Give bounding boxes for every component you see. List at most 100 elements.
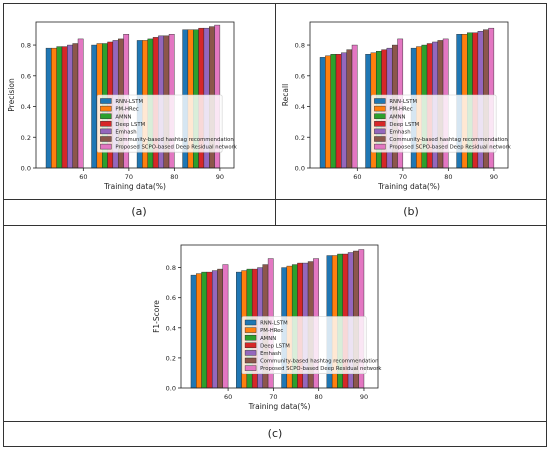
- bar-1-4-0: [341, 52, 347, 169]
- legend-entry: PM-HRec: [115, 107, 138, 113]
- legend-swatch: [244, 319, 257, 326]
- bar-2-1-0: [196, 273, 202, 389]
- bar-2-4-0: [211, 270, 218, 389]
- y-tick-label: 0.0: [21, 165, 31, 173]
- bar-1-1-0: [325, 55, 331, 169]
- legend-entry: Proposed SCPO-based Deep Residual networ…: [389, 145, 511, 151]
- legend-swatch: [244, 335, 257, 341]
- legend-entry: AMNN: [389, 114, 405, 120]
- bar-0-5-0: [72, 43, 79, 169]
- legend-swatch: [244, 327, 257, 333]
- y-tick-label: 0.8: [295, 42, 305, 50]
- x-tick-label: 60: [224, 393, 232, 401]
- legend-swatch: [244, 350, 257, 356]
- x-tick-label: 60: [79, 173, 87, 181]
- x-axis-label: Training data(%): [377, 182, 440, 191]
- y-tick-label: 0.4: [166, 324, 176, 332]
- legend-entry: PM-HRec: [389, 107, 412, 113]
- legend-swatch: [374, 98, 386, 104]
- y-tick-label: 0.4: [21, 103, 31, 111]
- legend-swatch: [100, 143, 112, 150]
- legend-swatch: [244, 342, 257, 348]
- y-tick-label: 0.0: [295, 165, 305, 173]
- y-tick-label: 0.4: [295, 103, 305, 111]
- chart-panel-f1-score: 0.0 0.2 0.4 0.6 0.8 60 70 80 90 Training data(%) F…: [152, 244, 382, 411]
- legend-swatch: [374, 128, 386, 135]
- x-tick-label: 70: [125, 173, 133, 181]
- legend-entry: Community-based hashtag recommendation: [115, 137, 233, 143]
- plot-area: [180, 244, 379, 389]
- x-tick-label: 80: [170, 173, 178, 181]
- legend-entry: Deep LSTM: [115, 122, 145, 128]
- y-axis-label: Recall: [281, 84, 290, 106]
- legend-entry: PM-HRec: [260, 328, 283, 334]
- x-tick-label: 90: [216, 173, 224, 181]
- bar-2-5-0: [217, 268, 224, 389]
- legend-swatch: [100, 113, 112, 119]
- bar-0-0-0: [45, 47, 52, 169]
- y-tick-label: 0.0: [166, 385, 176, 393]
- y-tick-label: 0.2: [295, 134, 305, 142]
- y-tick-label: 0.8: [166, 264, 176, 272]
- bar-1-2-0: [330, 54, 337, 169]
- bar-1-0-0: [319, 57, 326, 169]
- legend-swatch: [244, 365, 257, 371]
- legend-entry: RNN-LSTM: [389, 99, 417, 105]
- legend-entry: Community-based hashtag recommendation: [389, 137, 507, 143]
- legend-entry: Deep LSTM: [260, 343, 290, 349]
- plot-area: [35, 21, 235, 169]
- legend-entry: Proposed SCPO-based Deep Residual networ…: [115, 145, 237, 151]
- x-tick-label: 80: [444, 173, 452, 181]
- legend-entry: AMNN: [260, 336, 276, 342]
- legend-entry: Emhash: [115, 130, 136, 136]
- y-tick-label: 0.2: [166, 354, 176, 362]
- bar-1-6-0: [351, 44, 358, 169]
- legend-entry: AMNN: [115, 114, 131, 120]
- bar-2-6-0: [222, 264, 229, 389]
- x-tick-label: 80: [315, 393, 323, 401]
- x-axis-label: Training data(%): [103, 182, 166, 191]
- legend-entry: Emhash: [389, 130, 410, 136]
- legend-entry: RNN-LSTM: [115, 99, 143, 105]
- x-tick-label: 60: [353, 173, 361, 181]
- legend-swatch: [374, 105, 386, 112]
- bar-2-2-0: [201, 271, 208, 389]
- bar-0-3-0: [61, 46, 68, 169]
- legend-swatch: [244, 357, 257, 364]
- bar-0-0-1: [91, 44, 98, 169]
- legend-entry: RNN-LSTM: [260, 321, 288, 327]
- x-tick-label: 70: [269, 393, 277, 401]
- x-tick-label: 90: [490, 173, 498, 181]
- legend-swatch: [374, 121, 386, 127]
- y-tick-label: 0.6: [21, 72, 31, 80]
- chart-panel-precision: 0.0 0.2 0.4 0.6 0.8 60 70 80 90 Training data(%) P…: [7, 21, 238, 191]
- y-tick-label: 0.6: [166, 294, 176, 302]
- legend-box: [371, 94, 497, 153]
- bar-2-0-0: [190, 274, 197, 389]
- bar-0-2-0: [56, 46, 63, 169]
- x-tick-label: 70: [399, 173, 407, 181]
- bar-2-3-0: [206, 271, 213, 389]
- bar-0-6-0: [77, 38, 84, 169]
- legend-box: [97, 94, 223, 153]
- x-tick-label: 90: [360, 393, 368, 401]
- caption-c: (c): [268, 427, 283, 440]
- legend-swatch: [374, 136, 386, 142]
- legend-entry: Emhash: [260, 351, 281, 357]
- bar-0-4-0: [67, 44, 73, 169]
- bar-2-0-1: [236, 271, 242, 389]
- y-axis-label: F1-Score: [152, 300, 161, 333]
- legend-swatch: [100, 128, 112, 135]
- legend-swatch: [100, 98, 112, 104]
- bar-1-3-0: [335, 54, 342, 169]
- figure-frame: [3, 3, 547, 447]
- legend-entry: Proposed SCPO-based Deep Residual networ…: [260, 366, 382, 372]
- bar-0-1-0: [51, 47, 57, 169]
- legend-swatch: [100, 121, 112, 127]
- y-axis-label: Precision: [7, 78, 16, 112]
- bar-1-0-1: [365, 54, 372, 169]
